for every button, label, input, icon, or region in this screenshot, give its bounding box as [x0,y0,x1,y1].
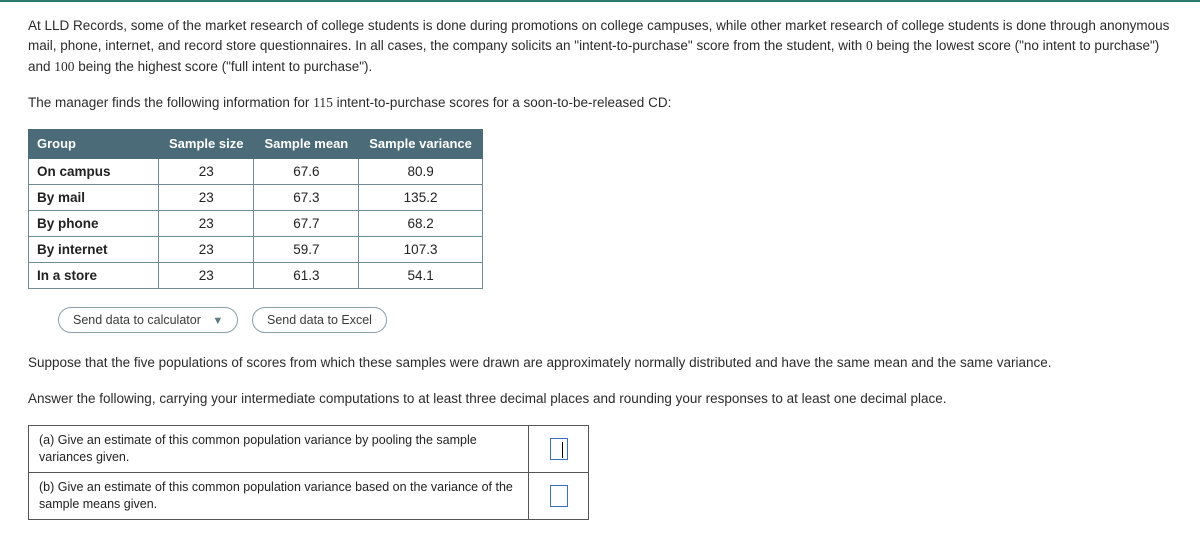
table-row: By mail 23 67.3 135.2 [29,184,483,210]
col-header-group: Group [29,130,159,159]
assumption-paragraph: Suppose that the five populations of sco… [28,353,1172,373]
cell-mean: 67.7 [254,210,359,236]
table-row: In a store 23 61.3 54.1 [29,262,483,288]
cell-size: 23 [159,236,254,262]
answer-input-a[interactable] [550,438,568,460]
cell-mean: 67.3 [254,184,359,210]
question-panel: At LLD Records, some of the market resea… [0,0,1200,530]
intro-paragraph-2: The manager finds the following informat… [28,93,1172,113]
answer-cell-a [529,426,589,473]
cell-var: 68.2 [359,210,483,236]
cell-size: 23 [159,158,254,184]
cell-var: 107.3 [359,236,483,262]
cell-var: 80.9 [359,158,483,184]
intro-text: intent-to-purchase scores for a soon-to-… [333,95,671,110]
cell-size: 23 [159,184,254,210]
answer-table: (a) Give an estimate of this common popu… [28,425,589,520]
question-row-b: (b) Give an estimate of this common popu… [29,472,589,519]
instruction-paragraph: Answer the following, carrying your inte… [28,389,1172,409]
cell-size: 23 [159,210,254,236]
question-a-text: (a) Give an estimate of this common popu… [29,426,529,473]
row-label: On campus [29,158,159,184]
row-label: By internet [29,236,159,262]
cell-mean: 59.7 [254,236,359,262]
cell-mean: 67.6 [254,158,359,184]
number-hundred: 100 [54,59,74,74]
samples-table: Group Sample size Sample mean Sample var… [28,129,483,289]
table-row: On campus 23 67.6 80.9 [29,158,483,184]
number-n: 115 [313,95,333,110]
question-row-a: (a) Give an estimate of this common popu… [29,426,589,473]
send-to-excel-button[interactable]: Send data to Excel [252,307,387,333]
cell-mean: 61.3 [254,262,359,288]
col-header-size: Sample size [159,130,254,159]
answer-cell-b [529,472,589,519]
intro-paragraph-1: At LLD Records, some of the market resea… [28,16,1172,77]
cell-var: 54.1 [359,262,483,288]
intro-text: being the highest score ("full intent to… [75,59,373,74]
cell-var: 135.2 [359,184,483,210]
row-label: In a store [29,262,159,288]
table-row: By phone 23 67.7 68.2 [29,210,483,236]
row-label: By mail [29,184,159,210]
cell-size: 23 [159,262,254,288]
col-header-variance: Sample variance [359,130,483,159]
button-row: Send data to calculator ▼ Send data to E… [28,307,1172,333]
chevron-down-icon: ▼ [212,315,223,327]
table-row: By internet 23 59.7 107.3 [29,236,483,262]
intro-text: The manager finds the following informat… [28,95,313,110]
question-b-text: (b) Give an estimate of this common popu… [29,472,529,519]
button-label: Send data to calculator [73,313,201,327]
button-label: Send data to Excel [267,313,372,327]
col-header-mean: Sample mean [254,130,359,159]
send-to-calculator-button[interactable]: Send data to calculator ▼ [58,307,238,333]
answer-input-b[interactable] [550,485,568,507]
number-zero: 0 [866,38,873,53]
row-label: By phone [29,210,159,236]
